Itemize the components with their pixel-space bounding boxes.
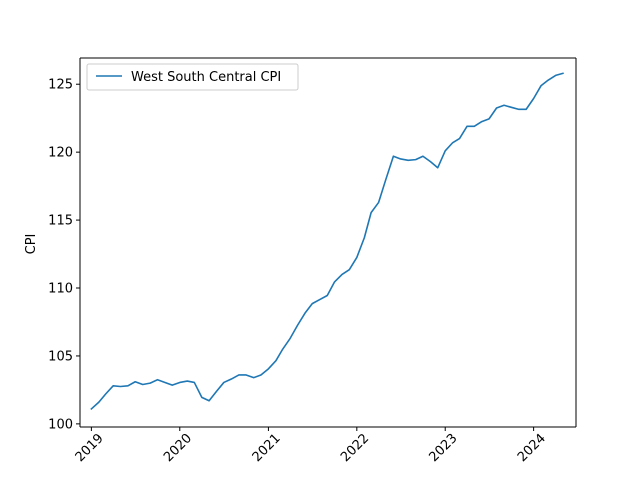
legend-label: West South Central CPI (131, 70, 281, 85)
y-tick-label: 100 (48, 417, 73, 432)
y-axis-label: CPI (24, 234, 39, 255)
y-tick-label: 120 (48, 146, 73, 161)
series-line (90, 72, 564, 411)
legend-box (86, 63, 299, 91)
y-tick-label: 125 (48, 78, 73, 93)
plot-area (90, 72, 564, 411)
y-tick-label: 115 (48, 214, 73, 229)
y-tick-label: 110 (48, 282, 73, 297)
legend: West South Central CPI (86, 63, 299, 91)
y-tick-label: 105 (48, 349, 73, 364)
